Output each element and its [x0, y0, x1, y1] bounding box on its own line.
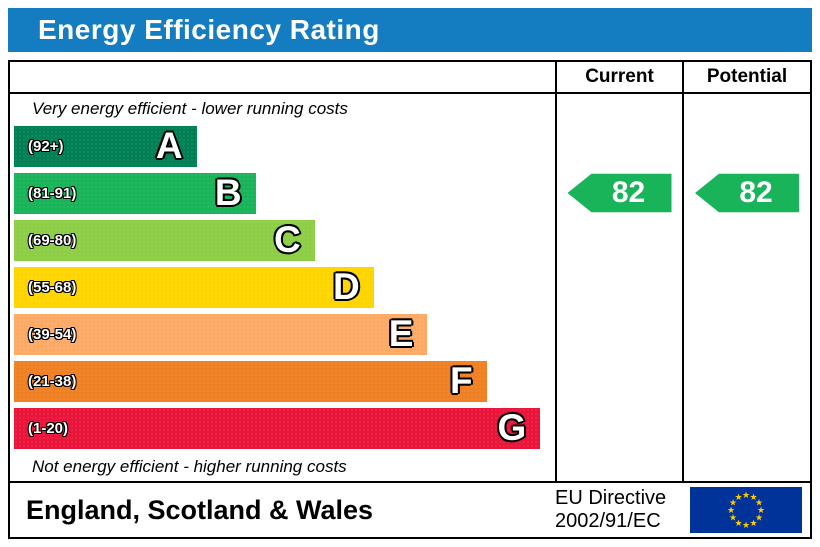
band-row-e: (39-54) E: [14, 311, 551, 358]
svg-text:★: ★: [755, 499, 763, 509]
band-bar-b: (81-91) B: [14, 173, 256, 214]
eu-directive-line2: 2002/91/EC: [555, 510, 661, 532]
svg-text:★: ★: [742, 521, 750, 531]
band-range-b: (81-91): [28, 185, 77, 202]
header-spacer: [10, 62, 555, 92]
chart-area: Very energy efficient - lower running co…: [10, 94, 555, 481]
svg-text:★: ★: [749, 519, 757, 529]
potential-column-header: Potential: [682, 62, 810, 92]
band-range-g: (1-20): [28, 420, 69, 437]
band-row-d: (55-68) D: [14, 264, 551, 311]
band-bar-f: (21-38) F: [14, 361, 487, 402]
band-range-c: (69-80): [28, 232, 77, 249]
svg-text:★: ★: [757, 506, 765, 516]
svg-text:★: ★: [734, 493, 742, 503]
band-row-c: (69-80) C: [14, 217, 551, 264]
band-range-a: (92+): [28, 138, 64, 155]
title-bar: Energy Efficiency Rating: [8, 8, 812, 52]
band-letter-e: E: [388, 313, 414, 354]
table-header-row: Current Potential: [10, 62, 810, 94]
band-letter-a: A: [155, 125, 183, 166]
potential-rating-value: 82: [739, 176, 773, 209]
svg-text:★: ★: [742, 491, 750, 501]
bottom-note: Not energy efficient - higher running co…: [32, 457, 347, 476]
eu-directive-label: EU Directive 2002/91/EC: [555, 487, 685, 533]
svg-text:★: ★: [734, 519, 742, 529]
band-row-a: (92+) A: [14, 123, 551, 170]
band-letter-b: B: [214, 172, 242, 213]
eu-flag-icon: ★ ★★★★★★★★★★★: [690, 487, 802, 533]
current-column-header: Current: [555, 62, 682, 92]
svg-text:★: ★: [749, 493, 757, 503]
band-range-f: (21-38): [28, 373, 77, 390]
band-bar-d: (55-68) D: [14, 267, 374, 308]
band-bar-g: (1-20) G: [14, 407, 541, 449]
potential-column: 82: [682, 94, 810, 481]
band-range-d: (55-68): [28, 279, 77, 296]
rating-table: Current Potential Very energy efficient …: [8, 60, 812, 539]
band-letter-g: G: [497, 407, 527, 448]
band-bar-c: (69-80) C: [14, 220, 315, 261]
band-bar-a: (92+) A: [14, 126, 197, 167]
eu-directive-line1: EU Directive: [555, 487, 667, 509]
region-label: England, Scotland & Wales: [26, 494, 374, 525]
table-footer-row: England, Scotland & Wales EU Directive 2…: [10, 481, 810, 537]
potential-rating-arrow: 82: [695, 173, 799, 213]
band-row-b: (81-91) B: [14, 170, 551, 217]
current-rating-value: 82: [611, 176, 646, 209]
band-bar-e: (39-54) E: [14, 313, 428, 355]
band-row-f: (21-38) F: [14, 358, 551, 405]
band-range-e: (39-54): [28, 326, 77, 343]
band-letter-f: F: [449, 360, 473, 401]
svg-text:★: ★: [729, 514, 737, 524]
svg-text:★: ★: [729, 499, 737, 509]
svg-text:★: ★: [755, 514, 763, 524]
table-body-row: Very energy efficient - lower running co…: [10, 94, 810, 481]
bands: (92+) A (81-91) B (69-80) C (55-68) D (39-54) E (2…: [14, 123, 551, 452]
current-column: 82: [555, 94, 682, 481]
band-letter-c: C: [273, 219, 301, 260]
band-row-g: (1-20) G: [14, 405, 551, 452]
band-letter-d: D: [333, 266, 360, 307]
current-rating-arrow: 82: [567, 173, 672, 213]
page-title: Energy Efficiency Rating: [38, 14, 380, 45]
top-note: Very energy efficient - lower running co…: [32, 99, 348, 118]
svg-text:★: ★: [727, 506, 735, 516]
